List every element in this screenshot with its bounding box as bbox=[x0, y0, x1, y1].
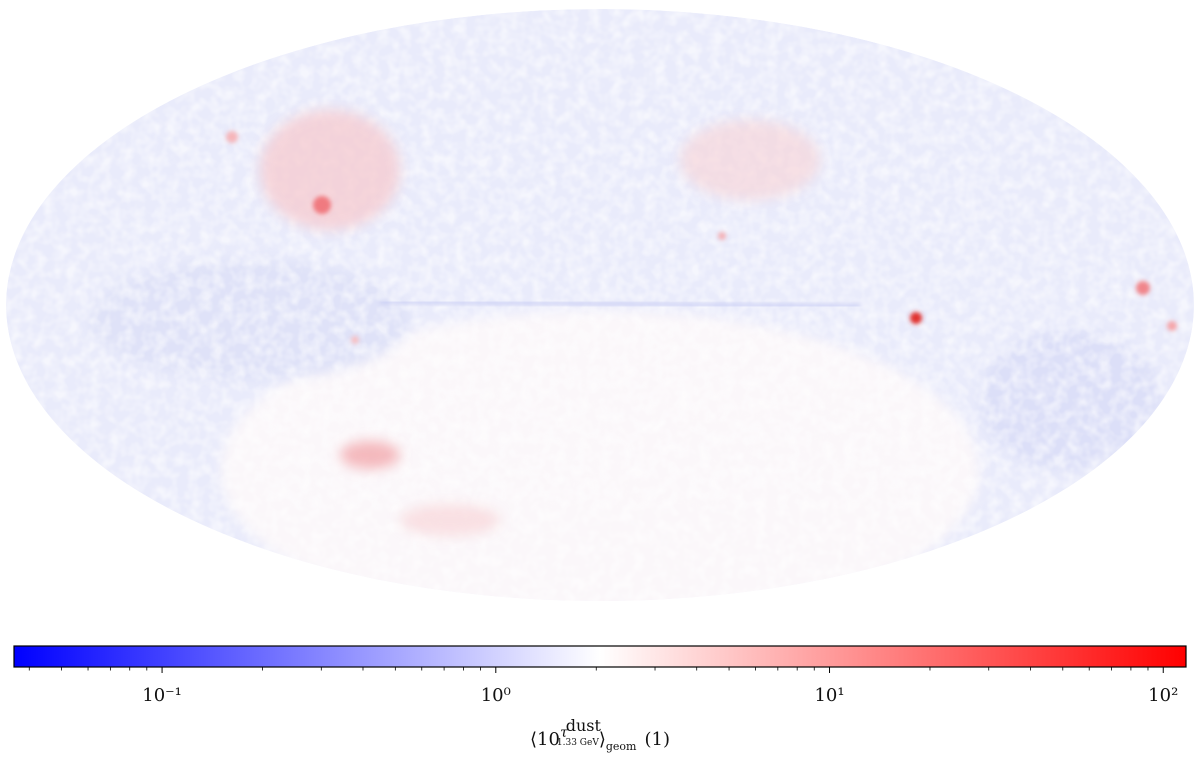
label-part: ⟨10 bbox=[530, 729, 560, 750]
colorbar: 10⁻¹ 10⁰ 10¹ 10² bbox=[13, 645, 1187, 706]
label-part: geom bbox=[606, 740, 637, 753]
tick-label: 10⁻¹ bbox=[142, 685, 182, 706]
tick-label: 10¹ bbox=[814, 685, 844, 706]
label-part: 1.33 GeV bbox=[557, 738, 599, 748]
label-part: dust bbox=[566, 716, 602, 735]
sky-hotspots bbox=[260, 110, 820, 536]
tick-label: 10² bbox=[1148, 685, 1178, 706]
colorbar-label: ⟨10τdust 1.33 GeV⟩geom (1) bbox=[530, 716, 670, 753]
label-part: ⟩ bbox=[599, 729, 606, 750]
label-part: τ bbox=[560, 725, 568, 741]
tick-label: 10⁰ bbox=[481, 685, 511, 706]
galactic-plane bbox=[379, 300, 861, 308]
label-part: (1) bbox=[644, 729, 670, 750]
colorbar-scale bbox=[13, 645, 1187, 668]
sky-map bbox=[6, 9, 1194, 601]
sky-sources bbox=[226, 131, 1177, 344]
